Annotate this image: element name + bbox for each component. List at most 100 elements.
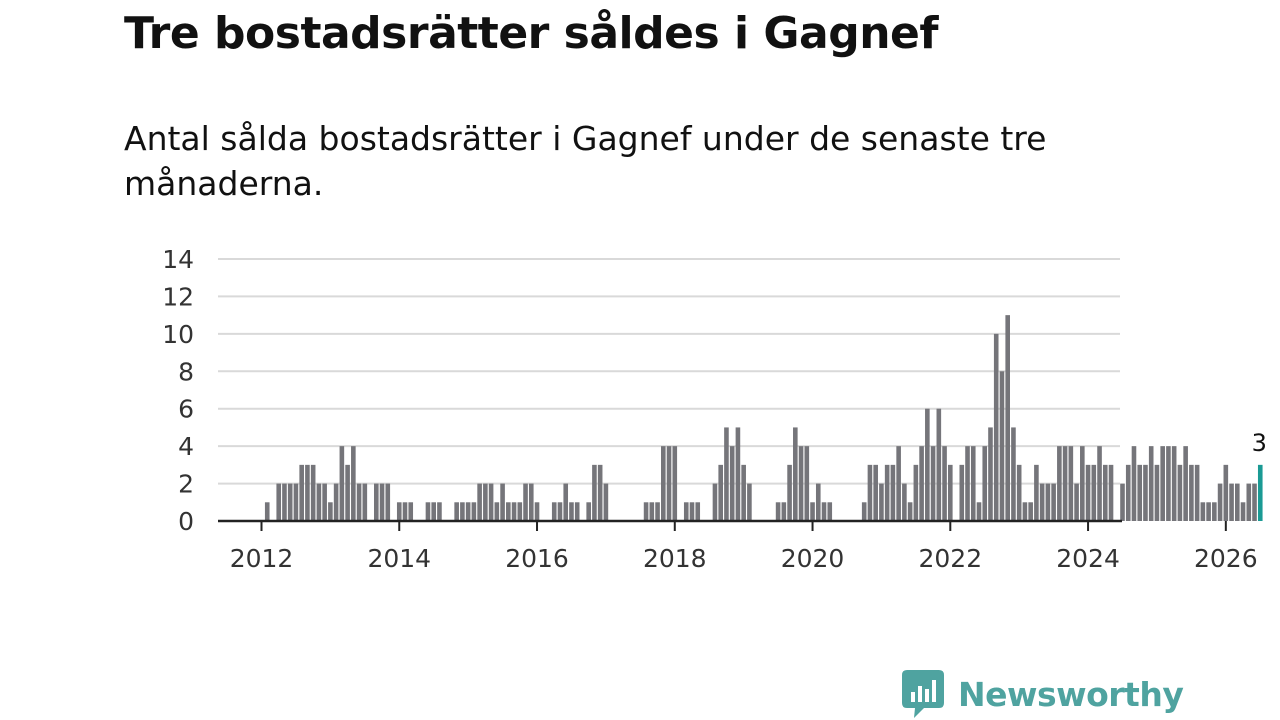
bar: [339, 446, 345, 521]
bar: [523, 483, 528, 521]
bar: [563, 483, 569, 521]
x-tick-label: 2014: [367, 544, 431, 573]
bar: [1212, 502, 1217, 521]
bar: [1074, 483, 1079, 521]
bar: [1045, 483, 1051, 521]
newsworthy-logo: Newsworthy: [902, 670, 1184, 718]
bar: [385, 483, 391, 521]
bar: [1028, 502, 1033, 521]
bar: [328, 502, 333, 521]
bar: [1102, 464, 1108, 521]
bar: [959, 464, 965, 521]
bar: [356, 483, 362, 521]
bar: [305, 464, 310, 521]
bar: [1223, 464, 1229, 521]
bar: [1011, 427, 1016, 521]
bar: [1039, 483, 1045, 521]
bar: [333, 483, 339, 521]
bar: [712, 483, 718, 521]
bar: [1206, 502, 1211, 521]
bar: [804, 446, 810, 521]
bar: [488, 483, 494, 521]
y-tick-label: 10: [162, 320, 194, 349]
bar: [483, 483, 488, 521]
bar: [494, 502, 500, 521]
x-tick-label: 2026: [1194, 544, 1258, 573]
bar: [425, 502, 431, 521]
bar: [345, 464, 350, 521]
latest-value-label: 3: [1252, 429, 1267, 457]
bar: [1143, 464, 1148, 521]
bar: [1171, 446, 1177, 521]
bar: [374, 483, 379, 521]
bar: [551, 502, 557, 521]
label-layer: 0 2 4 6 8 10 12 14 2012 2014 2016 2018 2020 2022 2024 2…: [162, 245, 1267, 573]
bar: [890, 464, 896, 521]
x-tick-label: 2024: [1056, 544, 1120, 573]
bar: [408, 502, 414, 521]
chart-subtitle: Antal sålda bostadsrätter i Gagnef under…: [124, 119, 1047, 203]
bar: [884, 464, 890, 521]
bar: [930, 446, 936, 521]
bar: [276, 483, 282, 521]
bar: [351, 446, 356, 521]
bar: [735, 427, 741, 521]
bar: [775, 502, 781, 521]
bar: [948, 464, 953, 521]
bar: [322, 483, 327, 521]
bar: [1005, 315, 1010, 521]
bar: [597, 464, 603, 521]
bar: [264, 502, 270, 521]
bar: [1240, 502, 1246, 521]
bar: [282, 483, 287, 521]
bar: [471, 502, 477, 521]
bar: [649, 502, 655, 521]
bar: [299, 464, 304, 521]
bar: [1183, 446, 1188, 521]
bar: [500, 483, 505, 521]
bar: [1120, 483, 1125, 521]
bar: [942, 446, 947, 521]
bar: [798, 446, 804, 521]
bar: [810, 502, 815, 521]
bar: [919, 446, 924, 521]
bar: [672, 446, 678, 521]
y-tick-label: 2: [178, 470, 194, 499]
bar: [1051, 483, 1056, 521]
bar: [655, 502, 660, 521]
bar-layer: [264, 315, 1263, 521]
bar: [1177, 464, 1183, 521]
bar: [293, 483, 299, 521]
bar: [643, 502, 649, 521]
bar: [976, 502, 982, 521]
bar: [661, 446, 666, 521]
bar: [683, 502, 689, 521]
bar: [729, 446, 735, 521]
bar: [965, 446, 970, 521]
bar: [362, 483, 368, 521]
bar: [666, 446, 672, 521]
bar: [477, 483, 482, 521]
bar: [1189, 464, 1194, 521]
bar: [592, 464, 597, 521]
bar: [787, 464, 792, 521]
bar: [1246, 483, 1252, 521]
bar: [1154, 464, 1160, 521]
x-tick-label: 2012: [230, 544, 294, 573]
y-tick-label: 12: [162, 282, 194, 311]
bar: [902, 483, 907, 521]
bar: [913, 464, 919, 521]
y-tick-label: 6: [178, 395, 194, 424]
y-tick-label: 0: [178, 507, 194, 536]
bar: [988, 427, 993, 521]
bar: [437, 502, 442, 521]
y-tick-label: 8: [178, 357, 194, 386]
x-tick-label: 2020: [781, 544, 845, 573]
bar: [815, 483, 821, 521]
bar: [1200, 502, 1206, 521]
bar: [1080, 446, 1085, 521]
bar: [999, 371, 1005, 521]
bar: [970, 446, 976, 521]
bar: [781, 502, 787, 521]
